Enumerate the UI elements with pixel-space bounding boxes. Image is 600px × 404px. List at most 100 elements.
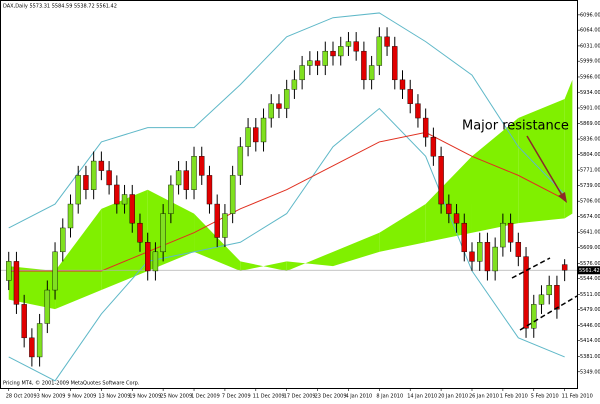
candle-body [229,175,236,214]
candle-body [477,242,483,262]
candle-body [384,36,390,47]
candle-body [422,117,429,138]
price-label-box [578,266,600,275]
cloud [564,79,573,219]
candle-body [137,222,143,243]
cloud [333,232,380,267]
candle-body [98,160,105,171]
candle-body [291,79,298,90]
x-tick-label: 25 Nov 2009 [160,394,192,400]
candle-body [492,246,498,272]
candle-body [438,156,444,205]
candle-body [461,222,467,253]
candle-body [322,50,328,66]
y-tick-label: 5381.00 [580,354,600,360]
x-tick-label: 7 Dec 2009 [222,394,251,400]
candle-body [338,46,344,57]
candle-body [353,41,359,52]
x-tick-label: 26 Jan 2010 [469,394,499,400]
candle-body [6,261,12,281]
candle-body [36,323,43,358]
y-tick-label: 5836.00 [580,137,600,143]
candle-body [561,264,568,271]
x-tick-label: 3 Nov 2009 [37,394,66,400]
candle-body [307,60,313,66]
y-tick-label: 5576.00 [580,261,600,267]
candle-body [29,337,35,358]
y-tick-label: 5349.00 [580,369,600,375]
candle-body [299,65,305,81]
candle-body [484,242,491,272]
candle-body [268,103,274,119]
y-tick-label: 5479.00 [580,307,600,313]
cloud [471,118,519,233]
candle-body [129,194,135,224]
candle-body [345,41,352,47]
candle-body [121,194,128,205]
candle-body [546,285,552,296]
y-tick-label: 5641.00 [580,230,600,236]
candle-body [376,36,383,66]
candle-body [245,127,251,147]
candle-body [183,170,190,190]
candle-body [52,251,58,291]
x-tick-label: 17 Dec 2009 [284,394,316,400]
x-tick-label: 11 Feb 2010 [562,394,593,400]
cloud [379,204,426,252]
y-tick-label: 6096.00 [580,12,600,18]
x-tick-label: 19 Nov 2009 [129,394,161,400]
candle-body [531,304,537,329]
candle-body [330,50,336,57]
candle-body [160,213,166,253]
y-tick-label: 5414.00 [580,338,600,344]
candle-body [191,156,197,190]
x-tick-label: 14 Jan 2010 [407,394,437,400]
candle-body [106,170,112,186]
candle-body [283,89,290,109]
y-tick-label: 5674.00 [580,214,600,220]
candle-body [222,213,228,238]
arrow-head [558,192,567,203]
x-tick-label: 23 Dec 2009 [315,394,347,400]
chart-title: DAX,Daily 5573.31 5584.59 5538.72 5561.4… [3,4,117,10]
y-tick-label: 5999.00 [580,59,600,65]
y-tick-label: 5446.00 [580,323,600,329]
candle-body [515,242,522,257]
x-tick-label: 5 Feb 2010 [531,394,559,400]
x-tick-label: 9 Nov 2009 [67,394,96,400]
annotation-arrow [526,135,564,198]
candle-body [75,175,81,205]
y-tick-label: 6031.00 [580,43,600,49]
y-tick-label: 5739.00 [580,183,600,189]
candle-body [214,203,220,238]
indicator-line [8,12,566,229]
footer: Pricing MT4, © 2001-2009 MetaQuotes Soft… [3,380,140,387]
candle-body [399,79,406,90]
cloud [8,266,56,310]
y-tick-label: 5771.00 [580,168,600,174]
candle-body [538,294,545,305]
plot-frame [0,0,578,389]
x-tick-label: 20 Jan 2010 [438,394,468,400]
candle-body [145,242,151,272]
price-label: 5561.42 [579,268,600,274]
trend-line [519,295,578,331]
trend-line [511,257,551,279]
candle-body [152,251,159,272]
candle-body [90,160,97,190]
x-tick-label: 1 Dec 2009 [191,394,220,400]
candle-body [430,136,437,157]
x-tick-label: 13 Nov 2009 [98,394,130,400]
candle-body [500,222,506,248]
candle-body [13,261,20,305]
candle-body [446,203,452,214]
candle-body [407,89,413,104]
y-tick-label: 5511.00 [580,292,600,298]
candle-body [507,222,514,243]
x-tick-label: 11 Dec 2009 [253,394,285,400]
candle-body [60,227,66,253]
candle-body [44,289,51,324]
candle-body [175,170,182,186]
x-tick-label: 8 Jan 2010 [376,394,403,400]
candle-body [368,65,375,81]
